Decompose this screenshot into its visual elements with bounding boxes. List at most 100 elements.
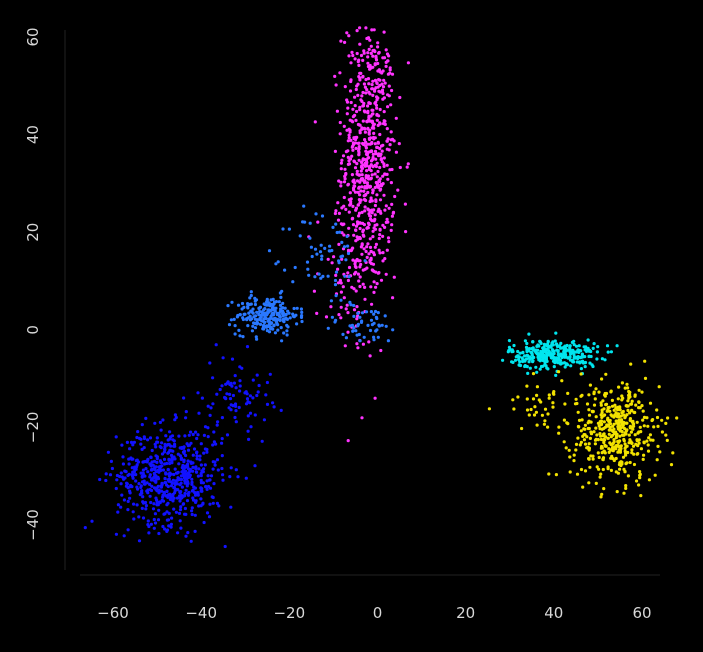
data-point — [351, 329, 355, 333]
data-point — [365, 255, 369, 259]
data-point — [360, 164, 364, 168]
data-point — [233, 324, 237, 328]
data-point — [371, 49, 375, 53]
data-point — [622, 491, 626, 495]
data-point — [582, 433, 586, 437]
data-point — [114, 486, 118, 491]
data-point — [572, 360, 576, 364]
data-point — [366, 221, 371, 225]
data-point — [587, 426, 591, 431]
data-point — [116, 503, 120, 507]
data-point — [186, 492, 190, 496]
data-point — [357, 145, 361, 149]
data-point — [343, 85, 347, 89]
data-point — [596, 345, 600, 349]
data-point — [359, 262, 363, 267]
data-point — [246, 302, 250, 306]
data-point — [227, 323, 232, 327]
data-point — [305, 260, 310, 264]
data-point — [555, 359, 559, 363]
data-point — [125, 440, 129, 444]
data-point — [364, 146, 368, 150]
data-point — [381, 69, 385, 73]
data-point — [362, 335, 366, 339]
data-point — [345, 100, 350, 104]
data-point — [223, 544, 227, 549]
data-point — [334, 294, 338, 298]
data-point — [357, 173, 361, 177]
data-point — [191, 461, 195, 465]
data-point — [512, 343, 516, 348]
data-point — [233, 402, 238, 406]
data-point — [381, 85, 386, 89]
data-point — [373, 309, 378, 314]
data-point — [362, 101, 366, 106]
data-point — [553, 339, 557, 343]
data-point — [405, 165, 409, 169]
data-point — [158, 445, 162, 449]
data-point — [365, 119, 369, 123]
data-point — [606, 416, 610, 420]
data-point — [386, 236, 391, 240]
data-point — [184, 488, 188, 492]
data-point — [184, 453, 188, 458]
data-point — [381, 97, 385, 101]
data-point — [182, 458, 186, 462]
data-point — [114, 532, 118, 536]
data-point — [377, 248, 381, 252]
data-point — [278, 303, 283, 307]
data-point — [648, 433, 653, 437]
data-point — [372, 251, 376, 255]
data-point — [340, 206, 344, 210]
data-point — [141, 500, 145, 504]
data-point — [340, 240, 344, 244]
data-point — [664, 433, 668, 437]
data-point — [317, 272, 321, 276]
data-point — [369, 310, 373, 314]
data-point — [612, 427, 616, 431]
data-point — [168, 430, 172, 434]
data-point — [164, 494, 168, 498]
data-point — [370, 108, 374, 112]
data-point — [580, 418, 584, 422]
data-point — [361, 233, 365, 237]
data-point — [616, 397, 620, 401]
data-point — [309, 245, 313, 249]
data-point — [283, 306, 287, 310]
data-point — [628, 460, 632, 465]
data-point — [385, 163, 389, 167]
data-point — [572, 343, 576, 347]
data-point — [599, 472, 603, 476]
data-point — [365, 181, 369, 185]
data-point — [354, 206, 358, 210]
data-point — [272, 405, 276, 409]
data-point — [358, 180, 362, 184]
data-point — [161, 418, 165, 422]
data-point — [282, 331, 286, 335]
data-point — [310, 254, 314, 259]
data-point — [326, 274, 330, 278]
data-point — [166, 518, 171, 522]
data-point — [658, 450, 662, 454]
data-point — [617, 420, 621, 424]
data-point — [178, 499, 182, 503]
data-point — [601, 467, 605, 472]
data-point — [255, 320, 259, 324]
data-point — [181, 502, 185, 506]
data-point — [205, 479, 209, 483]
data-point — [543, 407, 548, 411]
data-point — [349, 100, 353, 105]
data-point — [615, 490, 619, 494]
data-point — [352, 159, 356, 163]
data-point — [205, 511, 210, 515]
data-point — [342, 124, 346, 128]
data-point — [150, 460, 154, 464]
data-point — [174, 510, 178, 514]
data-point — [616, 440, 620, 444]
data-point — [202, 433, 206, 437]
data-point — [607, 432, 611, 436]
data-point — [333, 211, 337, 216]
data-point — [675, 416, 679, 420]
data-point — [617, 385, 621, 389]
data-point — [152, 517, 156, 522]
